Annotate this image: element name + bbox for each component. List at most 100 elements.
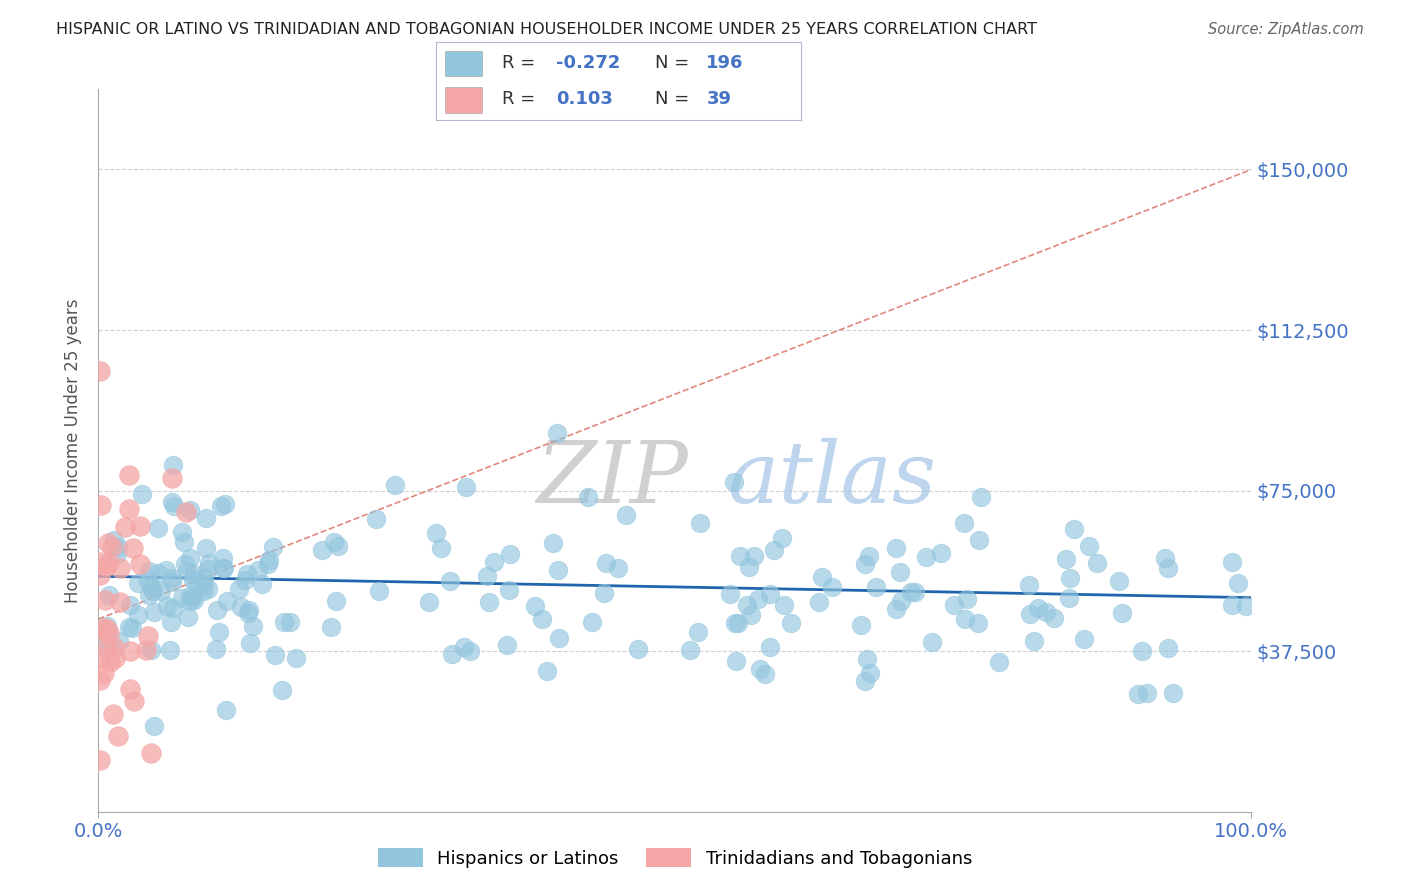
Point xyxy=(146,521,169,535)
Text: 196: 196 xyxy=(706,54,744,72)
Text: HISPANIC OR LATINO VS TRINIDADIAN AND TOBAGONIAN HOUSEHOLDER INCOME UNDER 25 YEA: HISPANIC OR LATINO VS TRINIDADIAN AND TO… xyxy=(56,22,1038,37)
Point xyxy=(1073,632,1095,646)
Point xyxy=(969,490,991,504)
Point xyxy=(1026,601,1049,615)
Point xyxy=(326,539,349,553)
Point xyxy=(1226,576,1249,591)
Point xyxy=(547,563,569,577)
Point xyxy=(967,533,990,547)
Point xyxy=(273,615,295,630)
Point xyxy=(143,719,166,733)
Point xyxy=(1161,686,1184,700)
Point xyxy=(807,595,830,609)
Point xyxy=(97,556,120,570)
Point xyxy=(1057,591,1080,606)
Point xyxy=(139,643,162,657)
Point xyxy=(160,571,183,585)
Point xyxy=(118,644,141,658)
Point xyxy=(215,593,238,607)
Point xyxy=(1018,578,1040,592)
Point xyxy=(747,591,769,606)
Point xyxy=(129,557,152,571)
Point xyxy=(270,683,292,698)
Point xyxy=(104,651,127,665)
Point xyxy=(96,622,118,636)
Point xyxy=(212,561,235,575)
Point xyxy=(146,566,169,580)
Point xyxy=(727,616,749,631)
Point xyxy=(915,549,938,564)
Point xyxy=(1234,599,1257,613)
Point xyxy=(311,542,333,557)
Point xyxy=(162,601,184,615)
Point xyxy=(141,581,163,595)
Point xyxy=(195,511,218,525)
Point xyxy=(93,621,115,635)
Point xyxy=(1024,634,1046,648)
Point xyxy=(859,665,882,680)
Point xyxy=(884,602,907,616)
Point xyxy=(724,616,747,631)
Point xyxy=(440,647,463,661)
Point xyxy=(1136,686,1159,700)
Text: atlas: atlas xyxy=(727,438,936,521)
Point xyxy=(118,681,141,696)
Point xyxy=(257,557,280,571)
Point xyxy=(921,634,943,648)
Point xyxy=(810,570,832,584)
Point xyxy=(250,577,273,591)
Point xyxy=(103,533,125,548)
Point xyxy=(478,595,501,609)
Point xyxy=(136,574,159,588)
Point xyxy=(499,547,522,561)
Point xyxy=(325,594,347,608)
Point xyxy=(592,586,614,600)
Point xyxy=(94,559,117,574)
Point xyxy=(323,535,346,549)
Point xyxy=(1059,571,1081,585)
Point xyxy=(942,598,965,612)
Point xyxy=(264,648,287,662)
Point xyxy=(160,495,183,509)
Point xyxy=(531,612,554,626)
Point xyxy=(780,615,803,630)
Point xyxy=(247,563,270,577)
Point xyxy=(138,564,160,578)
Point xyxy=(1054,552,1077,566)
Point xyxy=(107,729,129,743)
Point xyxy=(1222,555,1244,569)
Point xyxy=(929,545,952,559)
Point xyxy=(498,583,520,598)
Bar xyxy=(446,51,481,76)
Point xyxy=(93,625,115,640)
Point xyxy=(953,516,976,531)
Point xyxy=(183,593,205,607)
Point xyxy=(139,746,162,760)
Point xyxy=(197,562,219,576)
Point xyxy=(96,641,118,656)
Point xyxy=(143,605,166,619)
Point xyxy=(89,673,111,687)
Point xyxy=(205,603,228,617)
Point xyxy=(524,599,547,613)
Point xyxy=(179,594,201,608)
Point xyxy=(118,467,141,482)
Point xyxy=(170,524,193,539)
Point xyxy=(103,640,125,654)
Point xyxy=(162,458,184,472)
Point xyxy=(118,501,141,516)
Point xyxy=(176,505,198,519)
Point xyxy=(738,560,761,574)
Point xyxy=(884,541,907,556)
Point xyxy=(758,640,780,654)
Point xyxy=(101,707,124,722)
Point xyxy=(723,475,745,490)
Point xyxy=(128,519,150,533)
Point xyxy=(242,619,264,633)
Point xyxy=(97,535,120,549)
Point xyxy=(770,531,793,545)
Point xyxy=(142,584,165,599)
Point xyxy=(179,550,201,565)
Text: R =: R = xyxy=(502,90,541,108)
Point xyxy=(89,753,111,767)
